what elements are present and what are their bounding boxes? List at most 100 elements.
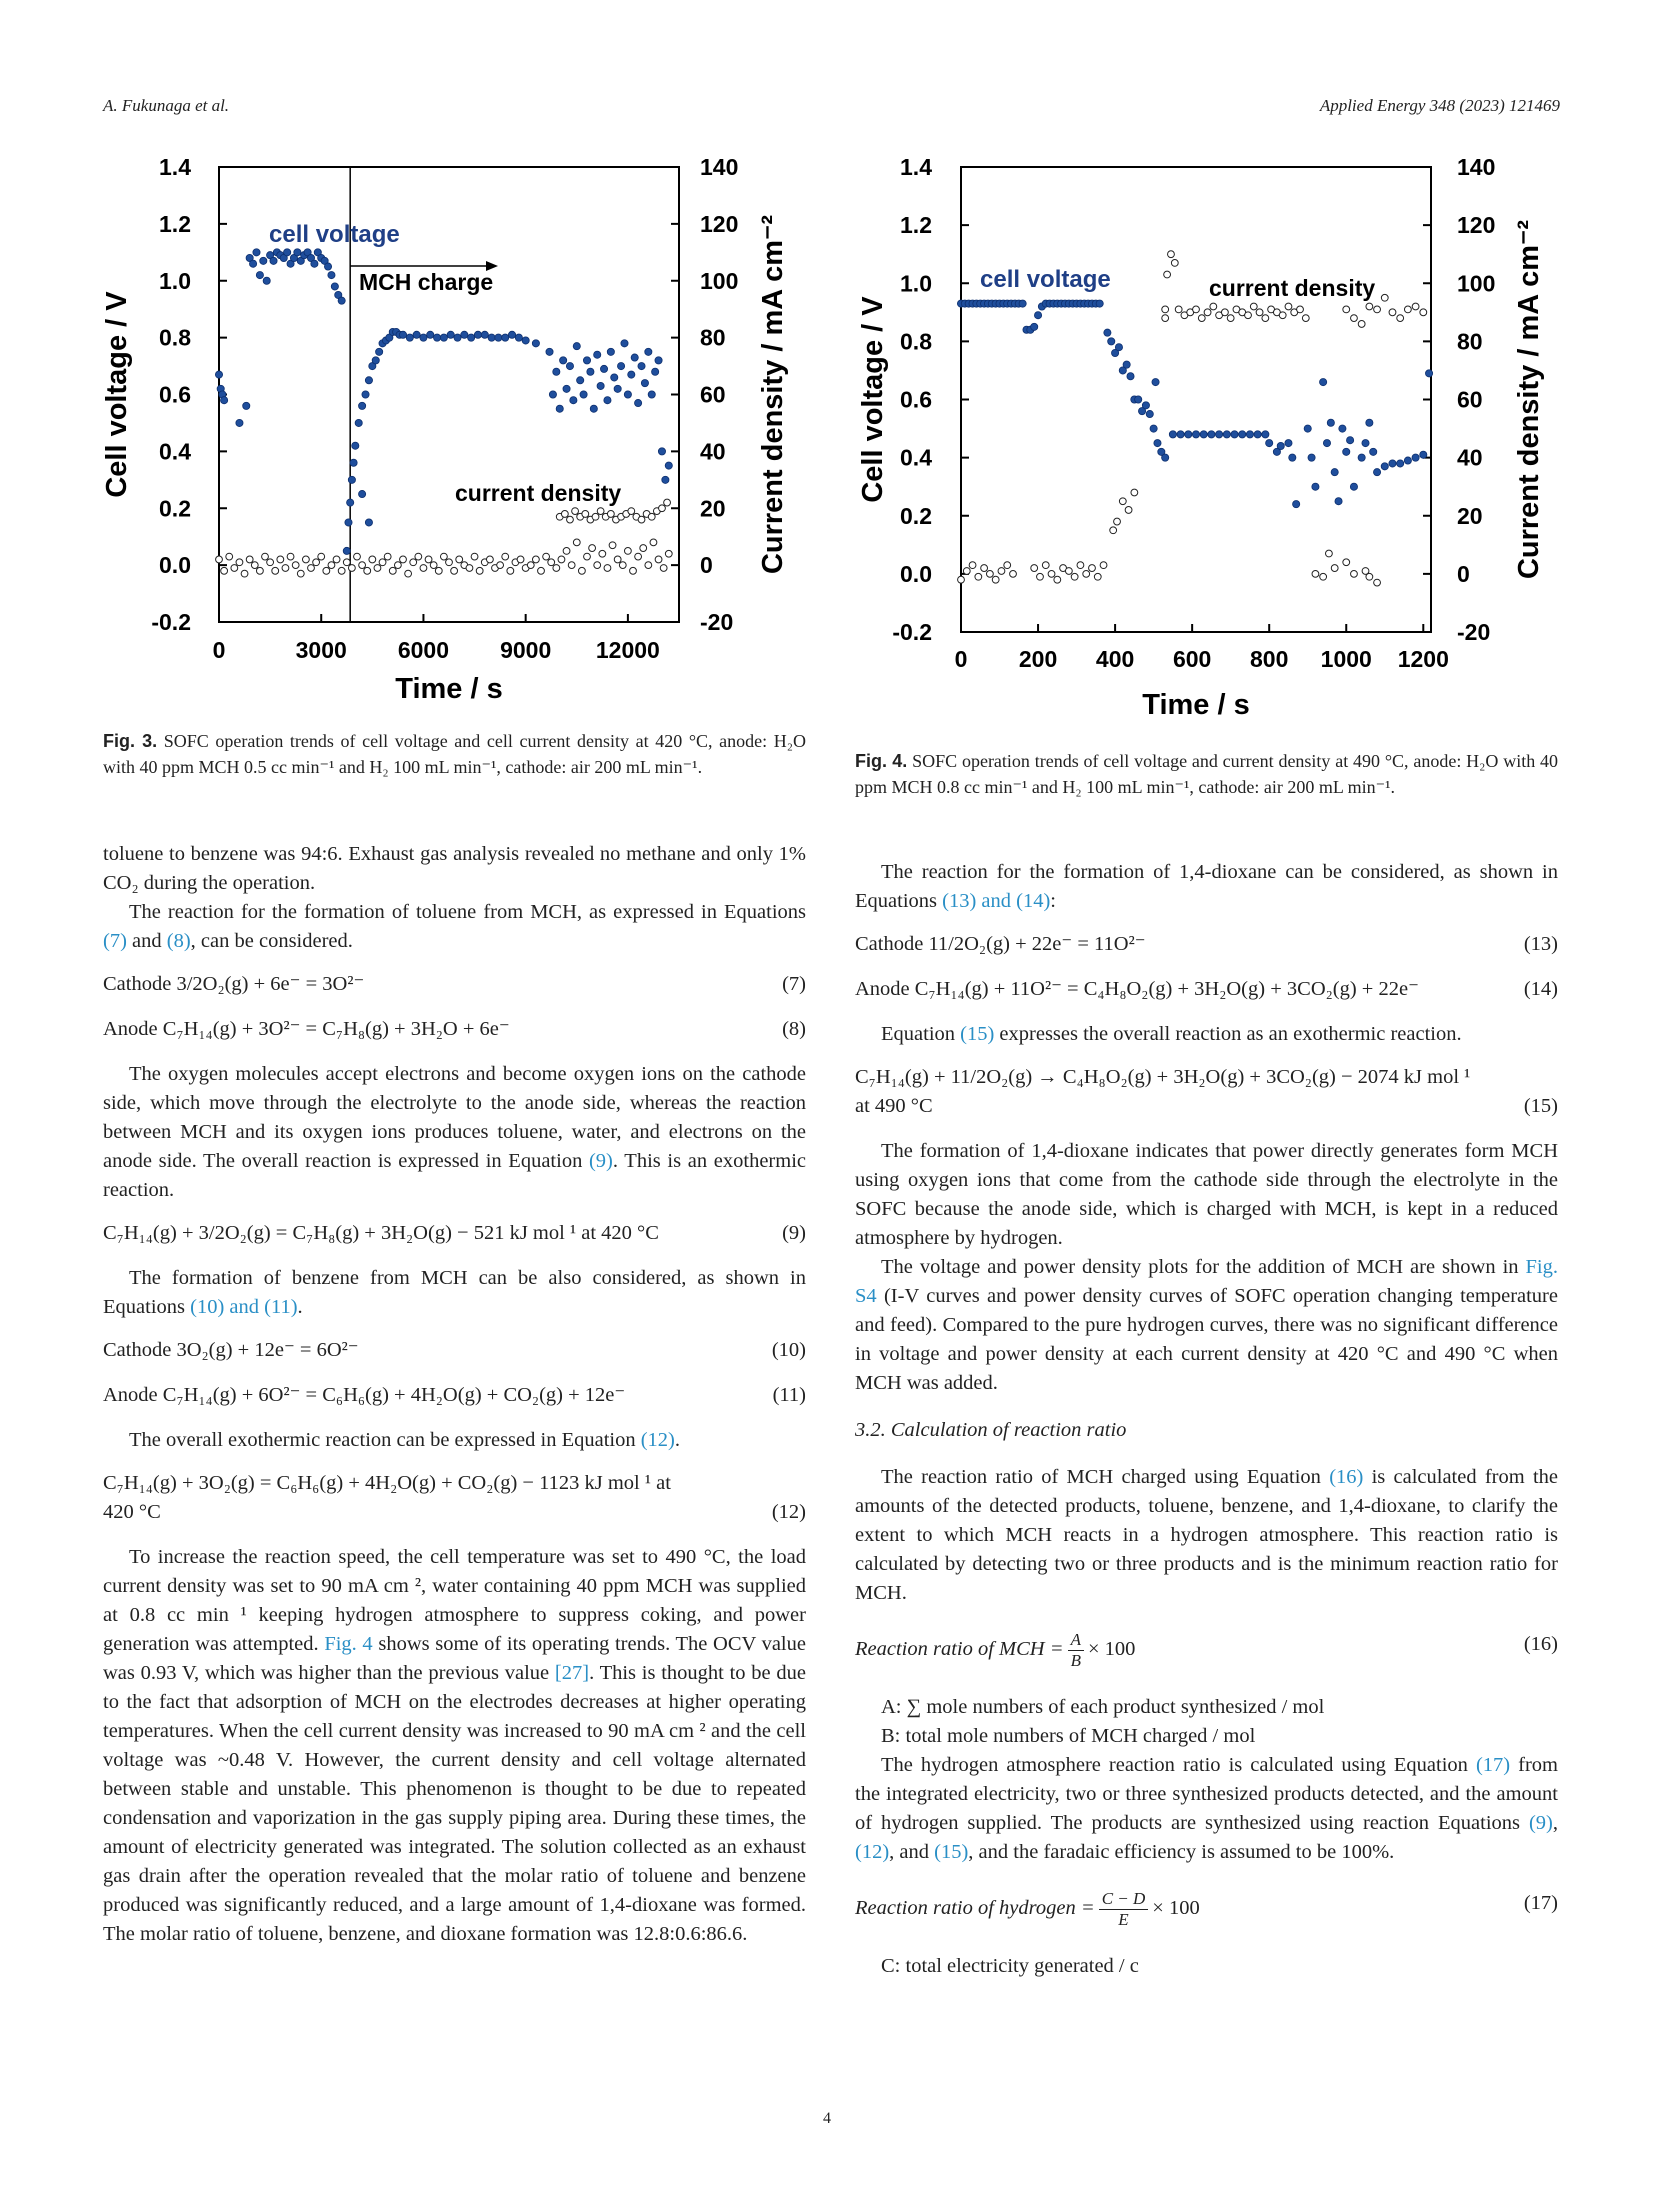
data-point: [1138, 407, 1147, 416]
data-point: [1403, 305, 1412, 314]
data-point: [215, 555, 223, 564]
data-point: [475, 566, 484, 575]
data-point: [419, 333, 428, 342]
cross-reference-link[interactable]: (13) and (14): [942, 890, 1051, 912]
right-column: The reaction for the formation of 1,4-di…: [855, 858, 1558, 1981]
data-point: [455, 555, 464, 564]
cross-reference-link[interactable]: (17): [1475, 1754, 1511, 1776]
data-point: [473, 330, 482, 339]
data-point: [555, 404, 564, 413]
data-point: [603, 564, 612, 572]
y-tick-label: 1.2: [900, 212, 932, 238]
cross-reference-link[interactable]: Fig. 4: [324, 1633, 373, 1655]
equation-rhs: × 100: [1152, 1897, 1200, 1920]
y2-tick-label: 0: [700, 552, 713, 578]
page-number: 4: [823, 2110, 831, 2127]
cross-reference-link[interactable]: [27]: [554, 1662, 590, 1684]
data-point: [235, 418, 244, 427]
cross-reference-link[interactable]: (8): [166, 930, 191, 952]
data-point: [985, 569, 994, 578]
data-point: [1209, 302, 1218, 311]
data-point: [1064, 567, 1073, 575]
y-tick-label: 1.0: [900, 270, 932, 296]
data-point: [583, 356, 592, 365]
data-point: [1222, 430, 1231, 439]
cross-reference-link[interactable]: (15): [934, 1841, 969, 1863]
y2-tick-label: 80: [700, 325, 726, 351]
data-point: [1411, 302, 1420, 311]
data-point: [250, 561, 259, 570]
data-point: [1134, 395, 1143, 404]
data-point: [347, 564, 356, 572]
series-cell-voltage: [957, 299, 1434, 509]
text-run: :: [1050, 890, 1056, 912]
cross-reference-link[interactable]: (9): [588, 1150, 613, 1172]
paragraph: The reaction ratio of MCH charged using …: [855, 1463, 1558, 1608]
text-run: toluene to benzene was 94:6. Exhaust gas…: [103, 843, 806, 894]
data-point: [1167, 250, 1175, 259]
equation-number: (13): [1523, 933, 1558, 955]
cross-reference-link[interactable]: (15): [960, 1023, 995, 1045]
cross-reference-link[interactable]: (7): [103, 930, 127, 952]
cross-reference-link[interactable]: Fig. S4: [855, 1256, 1558, 1307]
data-point: [560, 510, 569, 518]
data-point: [361, 390, 370, 399]
equation-number: (11): [772, 1384, 806, 1406]
data-point: [485, 555, 494, 564]
data-point: [637, 515, 646, 524]
data-point: [1034, 311, 1043, 320]
data-point: [409, 558, 418, 567]
series-current-density: [957, 250, 1428, 587]
data-point: [508, 330, 517, 339]
cross-reference-link[interactable]: (10) and (11): [190, 1296, 298, 1318]
data-point: [1168, 430, 1177, 439]
data-point: [349, 458, 358, 467]
cross-reference-link[interactable]: (16): [1329, 1466, 1364, 1488]
data-point: [1261, 430, 1270, 439]
text-run: expresses the overall reaction as an exo…: [994, 1023, 1462, 1045]
data-point: [579, 390, 588, 399]
data-point: [1161, 305, 1170, 314]
data-point: [281, 564, 290, 572]
data-point: [1192, 305, 1200, 314]
data-point: [496, 561, 505, 570]
data-point: [552, 367, 561, 376]
data-point: [393, 561, 402, 570]
y-tick-label: 0.4: [900, 445, 932, 471]
data-point: [647, 512, 656, 521]
data-point: [312, 558, 321, 567]
data-point: [1118, 366, 1127, 375]
data-point: [1041, 561, 1050, 570]
data-point: [433, 333, 442, 342]
data-point: [1357, 453, 1366, 462]
cross-reference-link[interactable]: (12): [640, 1429, 675, 1451]
data-point: [598, 549, 607, 558]
equation-body: Cathode 3/2O₂(g) + 6e⁻ = 3O²⁻: [103, 973, 365, 995]
annotation-voltage: cell voltage: [269, 221, 400, 248]
data-point: [552, 564, 561, 572]
data-point: [450, 566, 459, 575]
equation: Anode C₇H₁₄(g) + 3O²⁻ = C₇H₈(g) + 3H₂O +…: [103, 1015, 806, 1044]
text-run: .: [297, 1296, 303, 1318]
paragraph: Equation (15) expresses the overall reac…: [855, 1020, 1558, 1049]
paragraph: The formation of 1,4-dioxane indicates t…: [855, 1137, 1558, 1253]
data-point: [1349, 482, 1358, 491]
cross-reference-link[interactable]: (9): [1528, 1812, 1553, 1834]
cross-reference-link[interactable]: (12): [855, 1841, 890, 1863]
data-point: [501, 552, 510, 561]
paragraph: To increase the reaction speed, the cell…: [103, 1543, 806, 1949]
y-tick-label: 0.2: [159, 495, 191, 521]
data-point: [1176, 430, 1185, 439]
equation-number: (9): [782, 1222, 806, 1244]
data-point: [1163, 270, 1172, 279]
data-point: [566, 515, 574, 524]
data-point: [1319, 572, 1328, 581]
data-point: [480, 330, 489, 339]
data-point: [296, 569, 305, 578]
data-point: [230, 564, 239, 572]
equation-continuation: 420 °C: [103, 1501, 161, 1523]
data-point: [606, 347, 615, 356]
equation: C₇H₁₄(g) + 3O₂(g) = C₆H₆(g) + 4H₂O(g) + …: [103, 1469, 806, 1527]
denominator: B: [1070, 1651, 1081, 1670]
data-point: [1145, 410, 1154, 419]
